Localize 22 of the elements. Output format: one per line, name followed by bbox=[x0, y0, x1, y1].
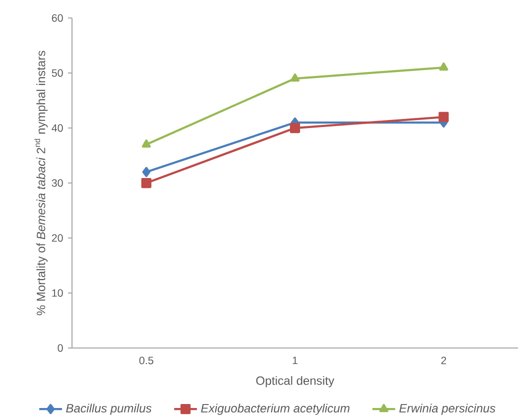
y-tick-label: 60 bbox=[52, 14, 63, 22]
y-tick-label: 10 bbox=[52, 289, 63, 297]
point bbox=[142, 166, 150, 178]
y-tick-label: 0 bbox=[58, 344, 63, 352]
y-tick-label: 20 bbox=[52, 234, 63, 242]
x-axis-title: Optical density bbox=[256, 376, 334, 388]
y-tick-label: 40 bbox=[52, 124, 63, 132]
legend-label: Exiguobacterium acetylicum bbox=[201, 404, 350, 415]
x-tick-label: 1 bbox=[292, 356, 298, 364]
legend-label: Bacillus pumilus bbox=[66, 404, 152, 415]
point bbox=[142, 139, 151, 148]
point bbox=[290, 122, 300, 134]
point bbox=[438, 112, 449, 122]
y-axis-title: % Mortality of Bemesia tabaci 2$^{nd}$ nymphal instars bbox=[34, 50, 48, 316]
x-tick-label: 2 bbox=[441, 356, 446, 364]
point bbox=[141, 178, 152, 188]
legend-label: Erwinia persicinus bbox=[399, 404, 496, 415]
y-tick-label: 50 bbox=[52, 69, 63, 77]
point bbox=[439, 62, 448, 71]
y-tick-label: 30 bbox=[52, 179, 63, 187]
point bbox=[290, 73, 300, 82]
x-tick-label: 0.5 bbox=[139, 356, 154, 364]
